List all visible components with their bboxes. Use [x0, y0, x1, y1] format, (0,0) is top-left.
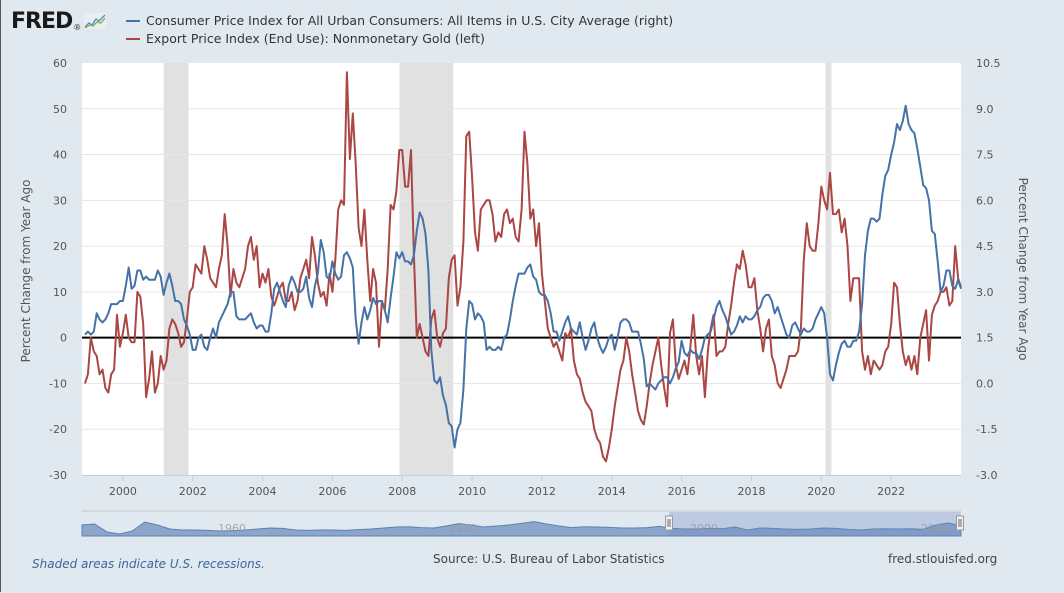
left-tick-label: -30	[49, 469, 67, 482]
x-tick-label: 2006	[318, 485, 346, 498]
left-axis-ticks: 60 50 40 30 20 10 0 -10 -20 -30	[49, 57, 67, 482]
right-axis-ticks: 10.5 9.0 7.5 6.0 4.5 3.0 1.5 0.0 -1.5 -3.0	[976, 57, 1001, 482]
fred-logo-text: FRED	[11, 8, 73, 34]
recession-band	[163, 63, 189, 475]
navigator-handle-body	[665, 515, 673, 531]
x-tick-label: 2020	[807, 485, 835, 498]
navigator-year-label: 2020	[921, 522, 949, 535]
navigator-handle[interactable]	[665, 515, 673, 531]
legend-label-gold: Export Price Index (End Use): Nonmonetar…	[146, 31, 485, 46]
registered-mark: ®	[73, 22, 82, 32]
right-tick-label: 0.0	[976, 377, 994, 390]
right-tick-label: 9.0	[976, 103, 994, 116]
left-tick-label: -20	[49, 423, 67, 436]
right-tick-label: 10.5	[976, 57, 1001, 70]
left-tick-label: 30	[53, 194, 67, 207]
x-tick-label: 2002	[179, 485, 207, 498]
recession-band	[399, 63, 454, 475]
fred-chart-icon	[83, 12, 108, 30]
cpi-series-line	[84, 104, 962, 449]
left-tick-label: 20	[53, 240, 67, 253]
right-tick-label: 1.5	[976, 332, 994, 345]
x-tick-label: 2016	[668, 485, 696, 498]
x-tick-label: 2000	[109, 485, 137, 498]
navigator-handle-body	[956, 515, 964, 531]
right-tick-label: -1.5	[976, 423, 997, 436]
right-tick-label: 6.0	[976, 194, 994, 207]
x-axis-ticks: 2000 2002 2004 2006 2008 2010 2012 2014 2016 2018…	[109, 475, 905, 498]
x-tick-label: 2010	[458, 485, 486, 498]
navigator-handle[interactable]	[956, 515, 964, 531]
source-text: Source: U.S. Bureau of Labor Statistics	[433, 552, 665, 566]
recession-note: Shaded areas indicate U.S. recessions.	[32, 557, 265, 571]
navigator-area	[81, 521, 962, 537]
series-lines	[84, 71, 962, 463]
x-tick-label: 2012	[528, 485, 556, 498]
navigator: 1960 1980 2000 2020	[81, 510, 964, 537]
legend-swatch-gold	[126, 38, 140, 40]
x-tick-label: 2018	[737, 485, 765, 498]
x-tick-label: 2004	[249, 485, 277, 498]
legend-swatch-cpi	[126, 20, 140, 22]
navigator-year-label: 1960	[218, 522, 246, 535]
left-tick-label: 50	[53, 103, 67, 116]
left-tick-label: 40	[53, 149, 67, 162]
left-tick-label: 60	[53, 57, 67, 70]
right-tick-label: 4.5	[976, 240, 994, 253]
navigator-selected-range	[669, 512, 961, 536]
fred-logo[interactable]: FRED ®	[11, 8, 108, 34]
x-tick-label: 2014	[598, 485, 626, 498]
left-tick-label: 10	[53, 286, 67, 299]
recession-shading	[163, 63, 832, 475]
left-tick-label: 0	[60, 332, 67, 345]
legend-item-gold[interactable]: Export Price Index (End Use): Nonmonetar…	[126, 30, 673, 48]
right-tick-label: 7.5	[976, 149, 994, 162]
chart-legend: Consumer Price Index for All Urban Consu…	[126, 12, 673, 48]
site-link[interactable]: fred.stlouisfed.org	[888, 552, 998, 566]
left-tick-label: -10	[49, 377, 67, 390]
legend-label-cpi: Consumer Price Index for All Urban Consu…	[146, 13, 674, 28]
right-tick-label: 3.0	[976, 286, 994, 299]
navigator-year-label: 1980	[449, 522, 477, 535]
right-tick-label: -3.0	[976, 469, 997, 482]
navigator-year-label: 2000	[690, 522, 718, 535]
x-tick-label: 2022	[877, 485, 905, 498]
legend-item-cpi[interactable]: Consumer Price Index for All Urban Consu…	[126, 12, 673, 30]
x-tick-label: 2008	[388, 485, 416, 498]
recession-band	[825, 63, 832, 475]
